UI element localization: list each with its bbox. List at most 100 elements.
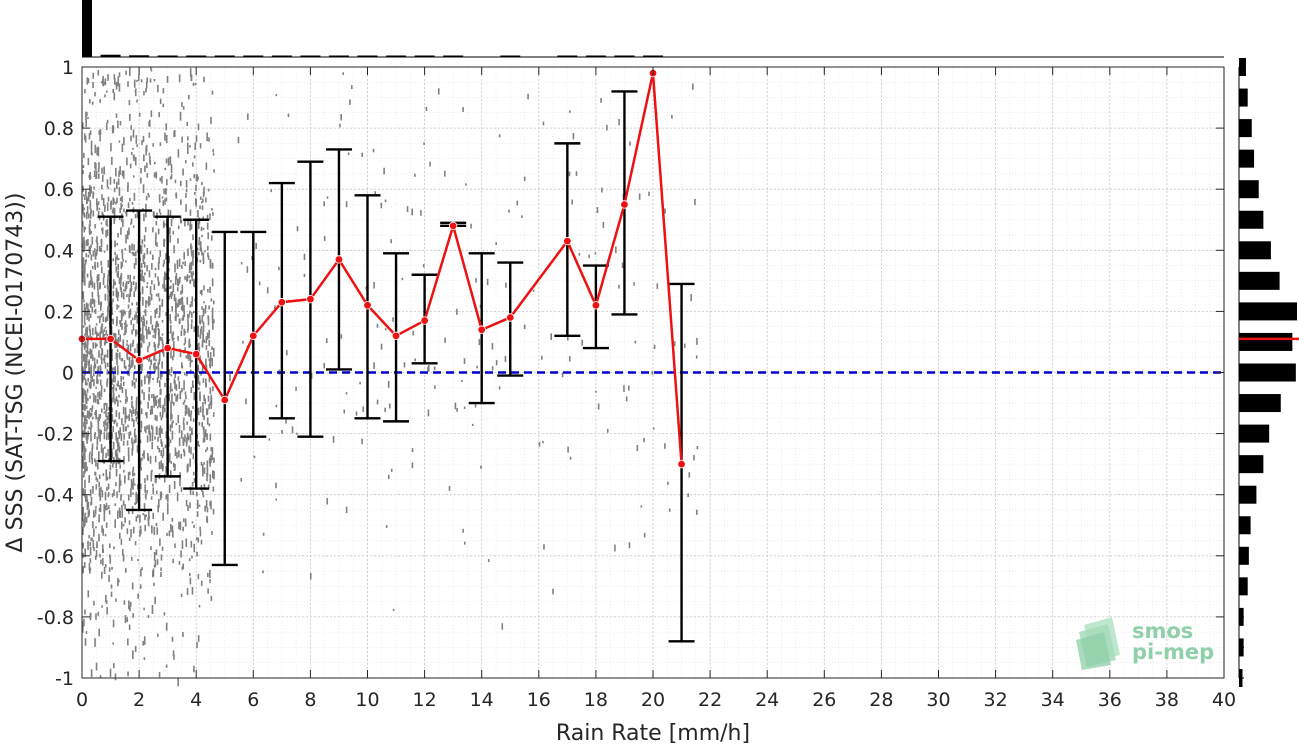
scatter-point bbox=[180, 199, 182, 205]
scatter-point bbox=[197, 209, 199, 218]
scatter-point bbox=[84, 378, 87, 386]
scatter-point bbox=[191, 380, 194, 388]
scatter-point bbox=[601, 187, 603, 193]
scatter-point bbox=[115, 462, 117, 469]
scatter-point bbox=[102, 197, 105, 206]
scatter-point bbox=[119, 280, 122, 290]
scatter-point bbox=[148, 359, 150, 362]
scatter-point bbox=[99, 134, 101, 142]
scatter-point bbox=[108, 575, 110, 582]
scatter-point bbox=[160, 572, 162, 577]
scatter-point bbox=[161, 319, 164, 323]
scatter-point bbox=[197, 329, 200, 337]
scatter-point bbox=[105, 316, 108, 322]
scatter-point bbox=[135, 312, 137, 318]
scatter-point bbox=[171, 421, 173, 428]
scatter-point bbox=[123, 137, 125, 146]
scatter-point bbox=[84, 263, 86, 273]
scatter-point bbox=[120, 521, 123, 530]
scatter-point bbox=[194, 142, 196, 151]
scatter-point bbox=[184, 391, 187, 395]
scatter-point bbox=[148, 270, 151, 278]
scatter-point bbox=[133, 291, 135, 298]
scatter-point bbox=[104, 362, 107, 369]
scatter-point bbox=[91, 407, 93, 413]
scatter-point bbox=[633, 282, 635, 286]
scatter-point bbox=[115, 387, 117, 392]
scatter-point bbox=[86, 436, 89, 441]
scatter-point bbox=[114, 375, 116, 379]
scatter-point bbox=[118, 83, 121, 92]
scatter-point bbox=[212, 300, 215, 305]
scatter-point bbox=[134, 251, 137, 257]
scatter-point bbox=[160, 388, 162, 395]
scatter-point bbox=[97, 274, 100, 281]
scatter-point bbox=[114, 244, 116, 247]
scatter-point bbox=[99, 432, 101, 442]
scatter-point bbox=[162, 351, 165, 357]
scatter-point bbox=[85, 631, 88, 634]
scatter-point bbox=[119, 474, 121, 481]
scatter-point bbox=[106, 229, 109, 237]
scatter-point bbox=[448, 485, 451, 491]
scatter-point bbox=[162, 404, 165, 409]
scatter-point bbox=[125, 568, 127, 573]
scatter-point bbox=[103, 512, 106, 522]
scatter-point bbox=[465, 183, 467, 186]
scatter-point bbox=[568, 171, 571, 177]
scatter-point bbox=[89, 546, 92, 556]
scatter-point bbox=[205, 449, 207, 453]
scatter-point bbox=[213, 457, 215, 463]
scatter-point bbox=[84, 377, 86, 380]
scatter-point bbox=[186, 437, 188, 444]
scatter-point bbox=[127, 509, 130, 515]
scatter-point bbox=[132, 477, 135, 486]
scatter-point bbox=[91, 375, 94, 382]
scatter-point bbox=[168, 393, 171, 402]
scatter-point bbox=[165, 622, 168, 631]
scatter-point bbox=[198, 387, 200, 390]
x-tick-label: 18 bbox=[584, 689, 608, 711]
scatter-point bbox=[156, 366, 158, 370]
scatter-point bbox=[112, 88, 114, 94]
scatter-point bbox=[479, 304, 482, 308]
scatter-point bbox=[91, 354, 94, 361]
mean-point bbox=[620, 200, 629, 209]
scatter-point bbox=[125, 260, 127, 263]
scatter-point bbox=[83, 299, 85, 303]
scatter-point bbox=[84, 390, 87, 394]
scatter-point bbox=[87, 192, 90, 201]
mean-point bbox=[477, 325, 486, 334]
scatter-point bbox=[131, 417, 133, 422]
scatter-point bbox=[153, 526, 156, 535]
scatter-point bbox=[127, 424, 129, 428]
scatter-point bbox=[82, 567, 84, 574]
scatter-point bbox=[85, 494, 87, 502]
scatter-point bbox=[197, 364, 200, 373]
scatter-point bbox=[158, 112, 160, 118]
scatter-point bbox=[131, 202, 134, 205]
scatter-point bbox=[175, 193, 177, 197]
scatter-point bbox=[122, 406, 125, 415]
scatter-point bbox=[144, 226, 147, 233]
scatter-point bbox=[182, 518, 185, 523]
scatter-point bbox=[157, 332, 160, 335]
scatter-point bbox=[162, 220, 165, 229]
scatter-point bbox=[149, 365, 151, 370]
scatter-point bbox=[136, 99, 138, 103]
scatter-point bbox=[133, 439, 136, 444]
scatter-point bbox=[102, 277, 105, 286]
scatter-point bbox=[200, 372, 202, 376]
scatter-point bbox=[115, 469, 118, 477]
scatter-point bbox=[89, 270, 92, 277]
scatter-point bbox=[115, 266, 118, 273]
scatter-point bbox=[207, 316, 210, 326]
scatter-point bbox=[411, 448, 414, 453]
scatter-point bbox=[638, 193, 641, 200]
scatter-point bbox=[172, 230, 175, 235]
scatter-point bbox=[343, 409, 346, 414]
scatter-point bbox=[175, 384, 178, 391]
scatter-point bbox=[169, 382, 172, 390]
scatter-point bbox=[156, 395, 158, 398]
scatter-point bbox=[213, 470, 215, 480]
